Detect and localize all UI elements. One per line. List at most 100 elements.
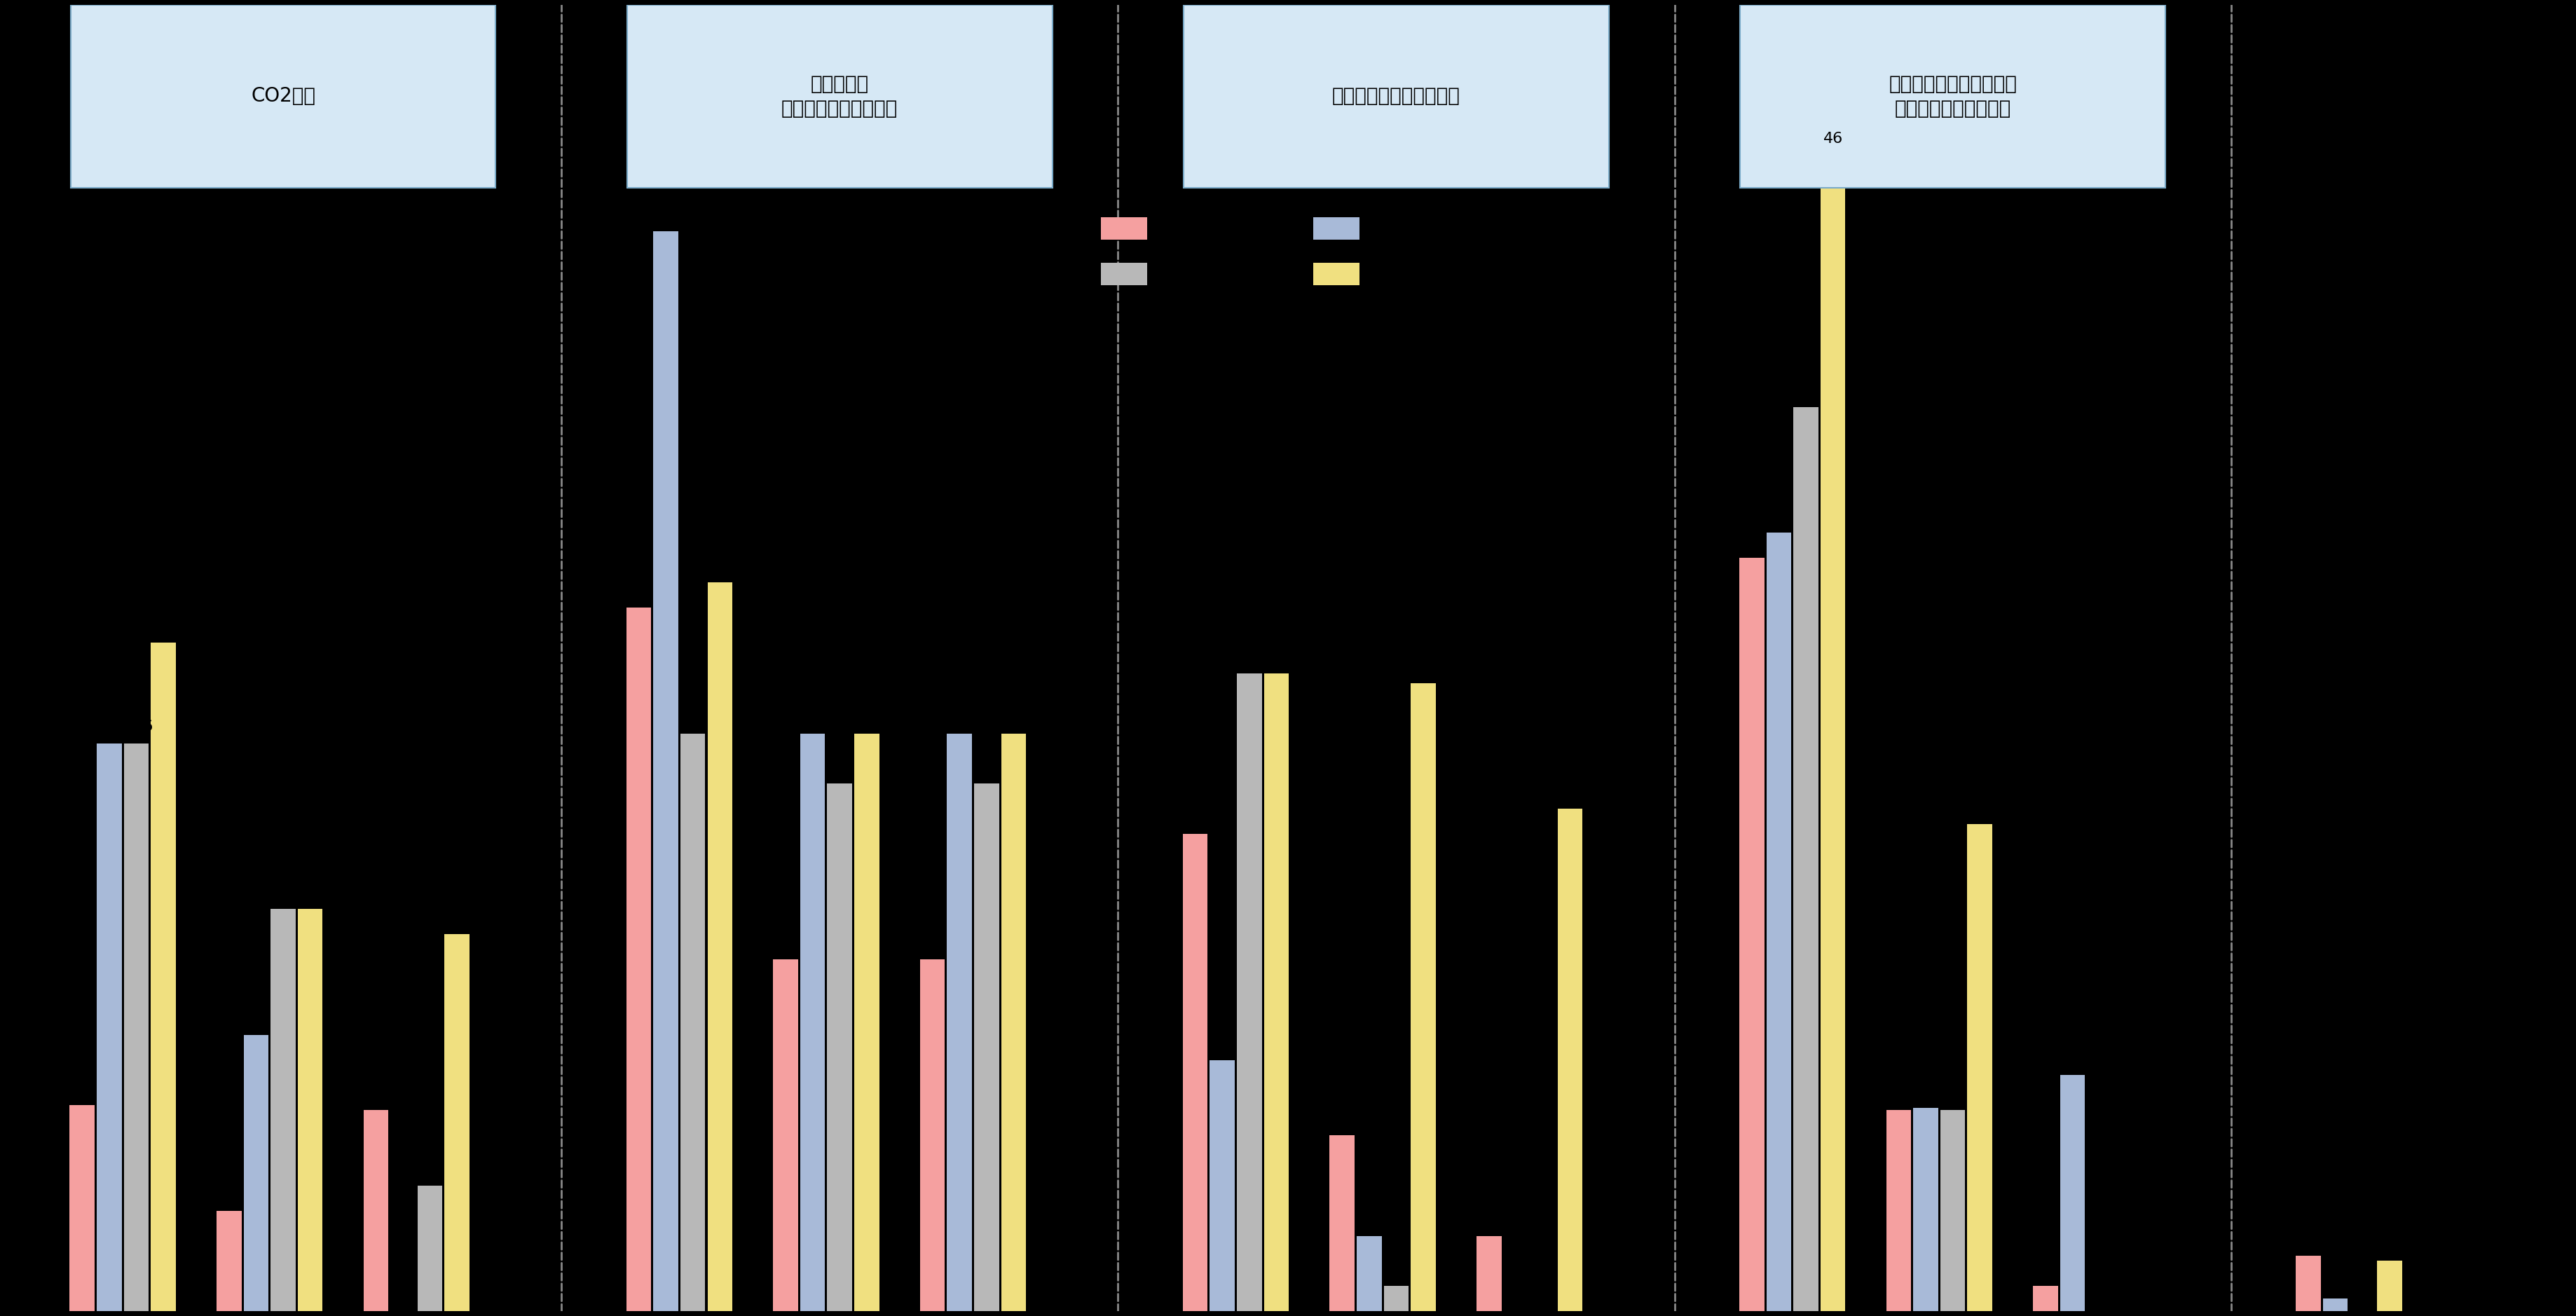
Bar bbox=[1182, 834, 1208, 1311]
Bar bbox=[124, 744, 149, 1311]
Bar bbox=[827, 783, 853, 1311]
Bar bbox=[2061, 1075, 2084, 1311]
Text: 8: 8 bbox=[1947, 1086, 1958, 1100]
Bar bbox=[855, 733, 878, 1311]
Text: 16: 16 bbox=[273, 886, 294, 899]
Text: 21: 21 bbox=[976, 759, 997, 774]
Text: 5: 5 bbox=[425, 1162, 435, 1175]
Bar bbox=[1793, 407, 1819, 1311]
Bar bbox=[1914, 1108, 1937, 1311]
Text: 8.2: 8.2 bbox=[70, 1080, 95, 1095]
Text: 0.5: 0.5 bbox=[2324, 1274, 2347, 1288]
Text: 29: 29 bbox=[711, 558, 729, 572]
Bar bbox=[299, 909, 322, 1311]
Text: 8: 8 bbox=[371, 1086, 381, 1100]
Text: 23: 23 bbox=[951, 709, 969, 724]
Text: 43: 43 bbox=[657, 207, 675, 221]
Text: 25.4: 25.4 bbox=[1260, 649, 1293, 663]
Bar bbox=[2378, 1261, 2401, 1311]
Text: 30: 30 bbox=[1741, 533, 1762, 547]
Text: 16: 16 bbox=[301, 886, 319, 899]
Text: 25: 25 bbox=[1414, 659, 1432, 672]
Text: 31: 31 bbox=[1770, 508, 1788, 522]
Text: 7: 7 bbox=[1337, 1111, 1347, 1125]
Text: 1: 1 bbox=[1391, 1262, 1401, 1277]
Bar bbox=[1100, 217, 1146, 240]
Bar bbox=[1968, 824, 1991, 1311]
Text: CO2削減: CO2削減 bbox=[250, 87, 314, 107]
Bar bbox=[948, 733, 971, 1311]
Text: 28: 28 bbox=[629, 584, 649, 597]
Text: 23: 23 bbox=[858, 709, 876, 724]
Bar bbox=[1314, 263, 1360, 286]
Bar bbox=[417, 1186, 443, 1311]
Bar bbox=[1940, 1111, 1965, 1311]
Bar bbox=[1767, 533, 1790, 1311]
Text: ゴミの削減
水やエネルギーの節約: ゴミの削減 水やエネルギーの節約 bbox=[781, 75, 899, 118]
Bar bbox=[245, 1034, 268, 1311]
Text: 14: 14 bbox=[775, 936, 796, 949]
Text: 8.1: 8.1 bbox=[1914, 1083, 1937, 1098]
Text: 19: 19 bbox=[1185, 809, 1206, 824]
Text: 23: 23 bbox=[1005, 709, 1023, 724]
FancyBboxPatch shape bbox=[1182, 5, 1610, 188]
Bar bbox=[152, 644, 175, 1311]
Bar bbox=[1211, 1059, 1234, 1311]
Bar bbox=[363, 1111, 389, 1311]
Bar bbox=[1412, 683, 1435, 1311]
FancyBboxPatch shape bbox=[70, 5, 495, 188]
Bar bbox=[1314, 217, 1360, 240]
Bar bbox=[801, 733, 824, 1311]
Bar bbox=[2324, 1299, 2347, 1311]
Bar bbox=[626, 608, 652, 1311]
Bar bbox=[1100, 263, 1146, 286]
Bar bbox=[680, 733, 706, 1311]
Text: 23: 23 bbox=[683, 709, 703, 724]
Text: 46: 46 bbox=[1824, 132, 1842, 146]
Text: 9.4: 9.4 bbox=[2061, 1051, 2084, 1065]
Bar bbox=[1236, 672, 1262, 1311]
Text: 3: 3 bbox=[1484, 1212, 1494, 1225]
Bar bbox=[654, 230, 677, 1311]
Bar bbox=[70, 1105, 95, 1311]
Bar bbox=[1476, 1236, 1502, 1311]
Bar bbox=[2032, 1286, 2058, 1311]
Text: 21: 21 bbox=[829, 759, 850, 774]
Bar bbox=[1558, 809, 1582, 1311]
Text: 3: 3 bbox=[1365, 1212, 1373, 1225]
Bar bbox=[2295, 1255, 2321, 1311]
Text: 4: 4 bbox=[224, 1187, 234, 1200]
Bar bbox=[1886, 1111, 1911, 1311]
Text: 23: 23 bbox=[804, 709, 822, 724]
Text: 1: 1 bbox=[2040, 1262, 2050, 1277]
Bar bbox=[1358, 1236, 1381, 1311]
Bar bbox=[1383, 1286, 1409, 1311]
Text: 2: 2 bbox=[2385, 1237, 2396, 1250]
Text: 25.4: 25.4 bbox=[1231, 649, 1267, 663]
Text: 旅行先の地域文化・交流: 旅行先の地域文化・交流 bbox=[1332, 87, 1461, 107]
Text: 36: 36 bbox=[1795, 383, 1816, 396]
Bar bbox=[1002, 733, 1025, 1311]
Bar bbox=[1821, 155, 1844, 1311]
Bar bbox=[920, 959, 945, 1311]
Bar bbox=[446, 934, 469, 1311]
Bar bbox=[1265, 672, 1288, 1311]
Bar bbox=[974, 783, 999, 1311]
Text: 10: 10 bbox=[1213, 1036, 1231, 1050]
Bar bbox=[216, 1211, 242, 1311]
Bar bbox=[1329, 1136, 1355, 1311]
Text: 22.6: 22.6 bbox=[118, 720, 155, 733]
Text: 8: 8 bbox=[1893, 1086, 1904, 1100]
Bar bbox=[1739, 558, 1765, 1311]
FancyBboxPatch shape bbox=[626, 5, 1051, 188]
Text: 15: 15 bbox=[448, 911, 466, 924]
Text: 2.2: 2.2 bbox=[2295, 1232, 2321, 1246]
Bar bbox=[270, 909, 296, 1311]
Text: 26.6: 26.6 bbox=[147, 619, 180, 633]
Text: 14: 14 bbox=[922, 936, 943, 949]
Text: 19.4: 19.4 bbox=[1963, 800, 1996, 813]
Bar bbox=[98, 744, 121, 1311]
FancyBboxPatch shape bbox=[1741, 5, 2166, 188]
Text: 22.6: 22.6 bbox=[93, 720, 126, 733]
Text: 11: 11 bbox=[247, 1011, 265, 1025]
